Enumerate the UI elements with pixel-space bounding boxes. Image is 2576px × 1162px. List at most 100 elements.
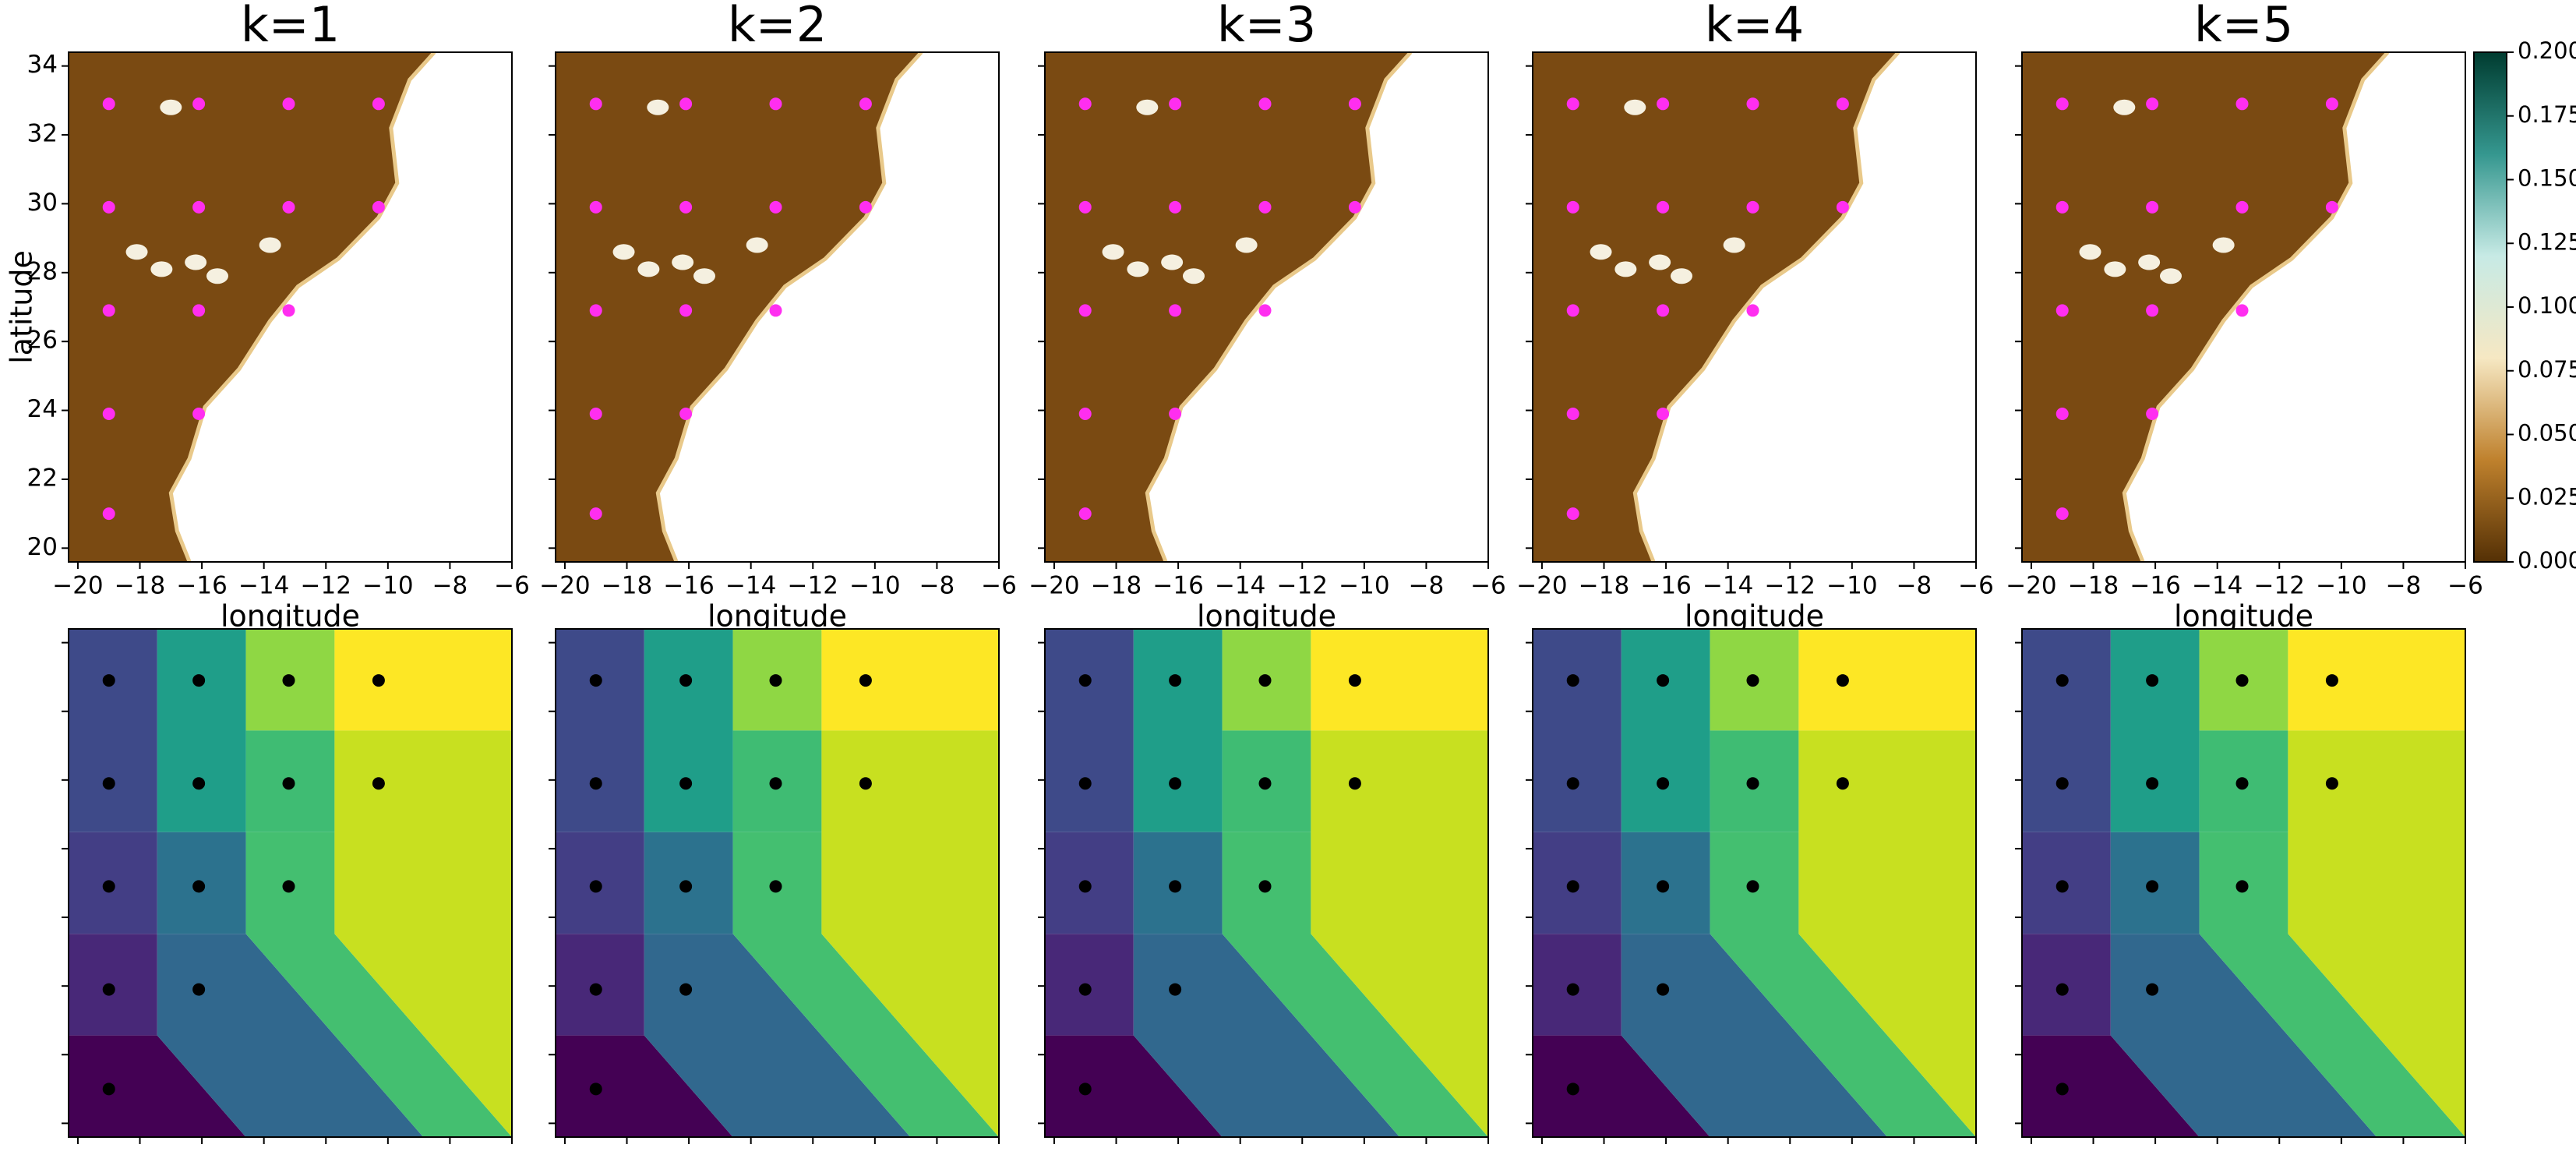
- x-tick-label: −8: [2386, 572, 2422, 600]
- island: [1649, 254, 1671, 270]
- point: [1746, 880, 1759, 893]
- region: [2110, 629, 2200, 832]
- point: [2056, 97, 2069, 111]
- point: [1566, 880, 1579, 893]
- point: [2146, 880, 2159, 893]
- point: [1836, 777, 1849, 790]
- x-tick-label: −6: [981, 572, 1017, 600]
- island: [206, 268, 228, 284]
- island: [1182, 268, 1205, 284]
- point: [859, 200, 872, 214]
- axes-frame: [68, 51, 513, 563]
- coast-edge: [1632, 51, 1900, 563]
- point: [769, 304, 782, 317]
- x-tick-label: −14: [1215, 572, 1265, 600]
- island: [2113, 99, 2136, 115]
- point: [1657, 880, 1670, 893]
- island: [1161, 254, 1184, 270]
- point: [102, 674, 115, 687]
- point: [859, 97, 872, 111]
- map-sea: [658, 52, 999, 562]
- island: [1723, 237, 1745, 253]
- island: [647, 99, 669, 115]
- island: [150, 261, 173, 277]
- region: [334, 629, 512, 731]
- region: [1621, 934, 1888, 1137]
- island: [1136, 99, 1159, 115]
- y-axis-label: latitude: [5, 250, 39, 364]
- point: [679, 777, 693, 790]
- point: [2056, 777, 2069, 790]
- point: [589, 1083, 602, 1096]
- x-tick-label: −16: [2130, 572, 2180, 600]
- x-tick-label: −20: [52, 572, 103, 600]
- point: [102, 97, 115, 111]
- x-tick-label: −20: [1029, 572, 1079, 600]
- region: [1045, 629, 1134, 832]
- x-tick-label: −16: [1152, 572, 1203, 600]
- x-axis-label: longitude: [1197, 599, 1336, 634]
- point: [2056, 880, 2069, 893]
- point: [2056, 304, 2069, 317]
- x-tick-label: −18: [2068, 572, 2119, 600]
- region: [1311, 730, 1488, 1137]
- region: [1045, 934, 1134, 1036]
- point: [1348, 97, 1361, 111]
- point: [859, 777, 872, 790]
- point: [679, 983, 693, 996]
- point: [192, 407, 206, 420]
- x-tick-label: −16: [1640, 572, 1691, 600]
- point: [192, 200, 206, 214]
- coast-edge: [1145, 51, 1413, 563]
- coast-edge: [168, 51, 436, 563]
- point: [192, 674, 206, 687]
- point: [2325, 97, 2338, 111]
- point: [679, 880, 693, 893]
- axes-frame: [1044, 51, 1489, 563]
- x-tick-label: −6: [1958, 572, 1994, 600]
- point: [102, 507, 115, 521]
- point: [102, 777, 115, 790]
- point: [1169, 304, 1182, 317]
- point: [2146, 97, 2159, 111]
- point: [1836, 200, 1849, 214]
- x-tick-label: −8: [1897, 572, 1932, 600]
- axes-frame: [1044, 628, 1489, 1138]
- point: [2056, 1083, 2069, 1096]
- point: [2325, 674, 2338, 687]
- colorbar-tick-label: 0.075: [2518, 356, 2576, 383]
- point: [1746, 304, 1759, 317]
- point: [1566, 983, 1579, 996]
- point: [1169, 97, 1182, 111]
- x-tick-label: −6: [1470, 572, 1506, 600]
- region: [1533, 934, 1621, 1036]
- island: [1614, 261, 1637, 277]
- point: [1746, 674, 1759, 687]
- point: [2056, 674, 2069, 687]
- region: [157, 629, 246, 832]
- x-tick-label: −8: [919, 572, 955, 600]
- y-tick-label: 32: [27, 120, 58, 148]
- point: [679, 674, 693, 687]
- point: [1657, 97, 1670, 111]
- point: [1566, 200, 1579, 214]
- point: [1078, 1083, 1092, 1096]
- point: [1078, 674, 1092, 687]
- x-tick-label: −18: [1579, 572, 1629, 600]
- point: [589, 880, 602, 893]
- point: [769, 97, 782, 111]
- region: [245, 832, 512, 1137]
- point: [1836, 674, 1849, 687]
- point: [1566, 507, 1579, 521]
- point: [2146, 407, 2159, 420]
- x-tick-label: −20: [2006, 572, 2056, 600]
- point: [192, 880, 206, 893]
- axes-frame: [1532, 628, 1977, 1138]
- map-sea: [2124, 52, 2465, 562]
- y-tick-label: 24: [27, 395, 58, 423]
- point: [2146, 304, 2159, 317]
- point: [2235, 97, 2249, 111]
- colorbar-tick-label: 0.000: [2518, 547, 2576, 574]
- point: [102, 1083, 115, 1096]
- point: [1169, 674, 1182, 687]
